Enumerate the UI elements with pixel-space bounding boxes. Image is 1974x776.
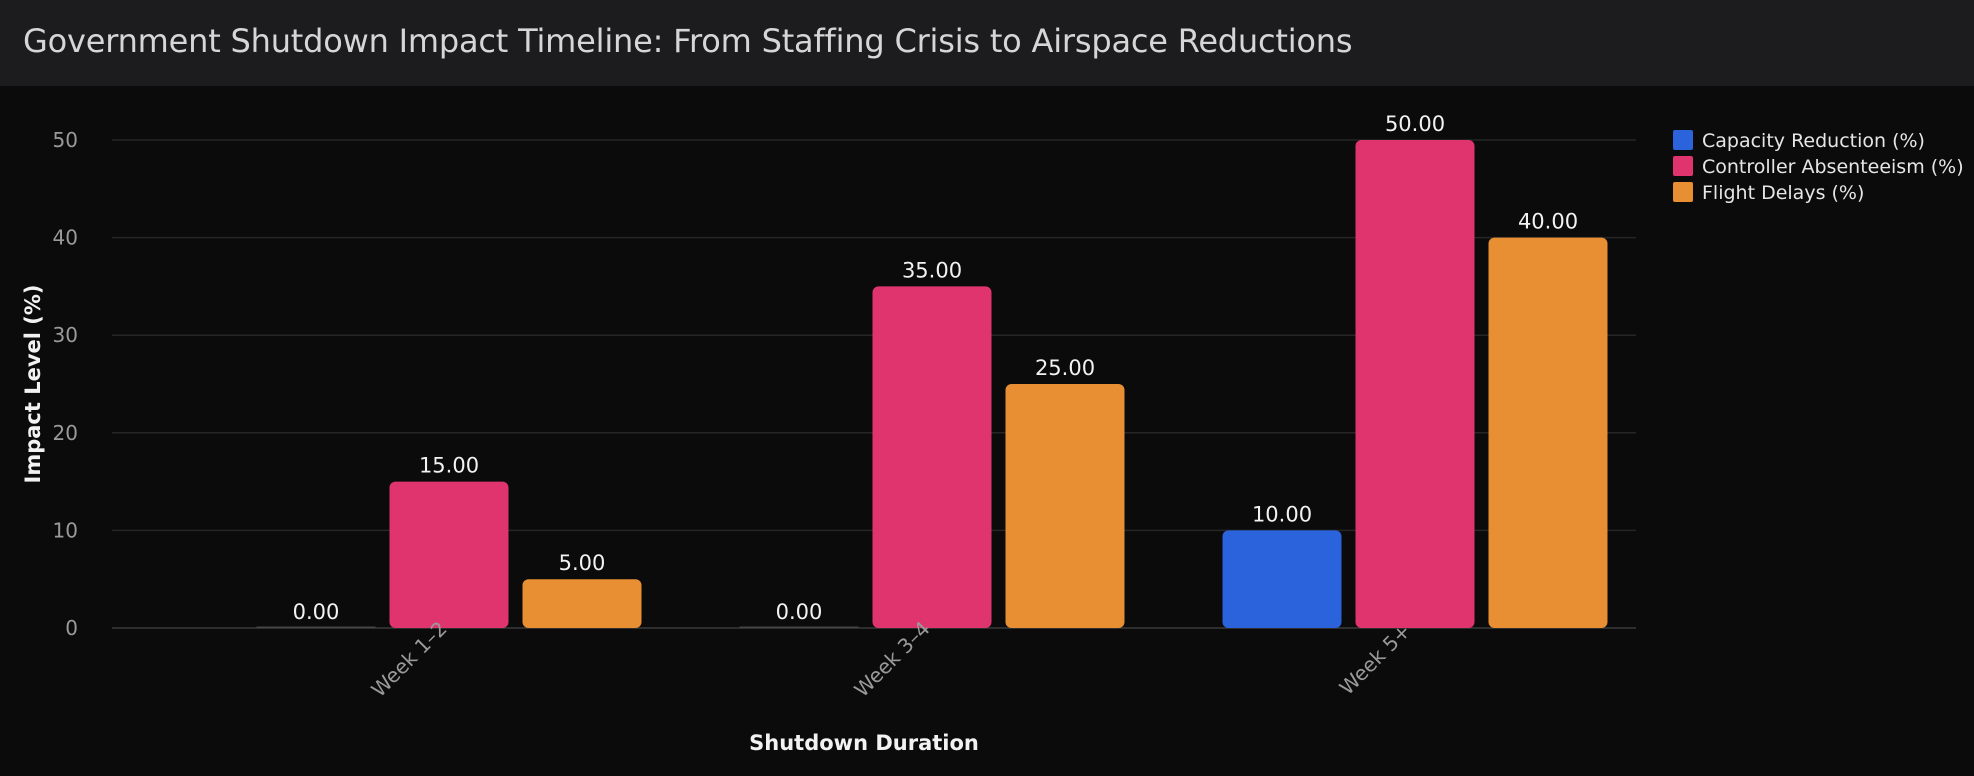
y-axis-title: Impact Level (%) <box>21 285 45 484</box>
data-labels: 0.00 0.00 10.00 15.00 35.00 50.00 5.00 25.00 40.… <box>293 112 1578 624</box>
y-tick-label: 30 <box>53 323 78 347</box>
bar[interactable] <box>1222 530 1342 628</box>
x-tick-label: Week 1–2 <box>366 616 451 701</box>
bar[interactable] <box>872 286 992 628</box>
bar[interactable] <box>1005 384 1125 628</box>
x-axis-title: Shutdown Duration <box>749 731 979 755</box>
y-tick-label: 20 <box>53 421 78 445</box>
data-label: 10.00 <box>1252 502 1312 526</box>
data-label: 5.00 <box>559 551 606 575</box>
y-tick-label: 50 <box>53 128 78 152</box>
bar[interactable] <box>1355 140 1475 628</box>
data-label: 50.00 <box>1385 112 1445 136</box>
bar[interactable] <box>256 626 376 629</box>
data-label: 40.00 <box>1518 210 1578 234</box>
bar[interactable] <box>389 481 509 628</box>
chart-header: Government Shutdown Impact Timeline: Fro… <box>0 0 1974 86</box>
data-label: 15.00 <box>419 454 479 478</box>
legend-swatch[interactable] <box>1673 182 1693 202</box>
legend-swatch[interactable] <box>1673 130 1693 150</box>
bar[interactable] <box>522 579 642 628</box>
legend-label[interactable]: Controller Absenteeism (%) <box>1702 156 1964 178</box>
data-label: 25.00 <box>1035 356 1095 380</box>
y-tick-label: 40 <box>53 226 78 250</box>
bar[interactable] <box>739 626 859 629</box>
bars <box>256 140 1608 629</box>
data-label: 35.00 <box>902 258 962 282</box>
y-tick-label: 0 <box>65 616 78 640</box>
y-tick-label: 10 <box>53 518 78 542</box>
legend[interactable]: Capacity Reduction (%) Controller Absente… <box>1673 130 1964 204</box>
legend-label[interactable]: Flight Delays (%) <box>1702 182 1864 204</box>
legend-swatch[interactable] <box>1673 156 1693 176</box>
x-tick-label: Week 3–4 <box>849 616 934 701</box>
x-axis-ticks: Week 1–2 Week 3–4 Week 5+ <box>366 616 1415 701</box>
data-label: 0.00 <box>293 600 340 624</box>
bar[interactable] <box>1488 237 1608 628</box>
legend-label[interactable]: Capacity Reduction (%) <box>1702 130 1925 152</box>
y-axis-ticks: 0 10 20 30 40 50 <box>53 128 78 640</box>
chart-title: Government Shutdown Impact Timeline: Fro… <box>23 22 1353 60</box>
data-label: 0.00 <box>776 600 823 624</box>
x-tick-label: Week 5+ <box>1335 619 1416 700</box>
